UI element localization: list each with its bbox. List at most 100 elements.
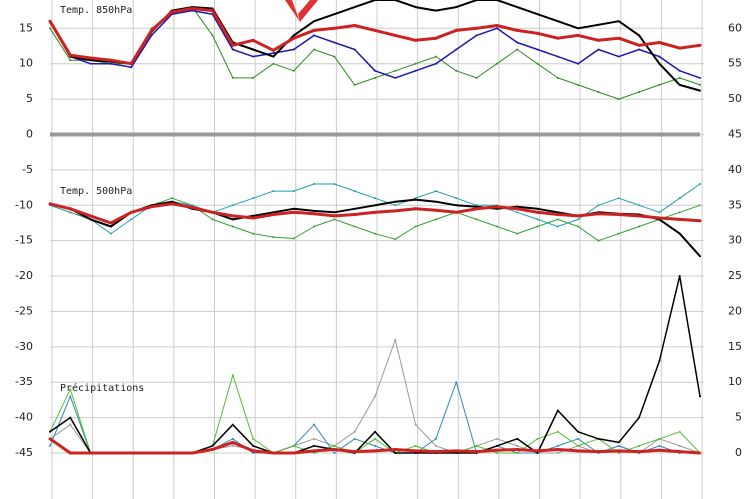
series-lines [48,0,702,455]
point [374,395,376,398]
y2-tick-label: 40 [728,163,742,176]
point [434,9,437,12]
point [271,212,275,216]
point [434,190,437,193]
point [434,62,437,65]
point [333,183,336,186]
point [516,451,519,454]
point [170,10,174,14]
point [455,6,458,9]
point [556,409,559,412]
point [48,437,52,441]
point [292,237,295,240]
y-tick-label: -5 [22,163,33,176]
point [48,202,52,206]
point [211,210,214,214]
point [414,444,417,447]
point [333,13,336,16]
point [536,218,539,221]
point [577,218,580,221]
y-tick-label: -45 [15,446,33,459]
point [231,214,235,218]
point [475,207,479,211]
point [109,232,112,235]
point [577,444,580,447]
series-line [49,9,701,79]
point [251,449,255,453]
point [190,6,194,10]
point [252,197,255,200]
point [638,34,641,37]
point [638,444,641,447]
point [353,190,356,193]
point [170,200,173,203]
series-line [49,374,701,454]
point [231,440,235,444]
point [394,69,397,72]
point [129,451,133,455]
point [313,183,316,186]
point [678,69,681,72]
y-tick-label: 0 [26,127,33,140]
point [577,437,580,440]
point [231,423,234,426]
point [292,48,295,51]
point [556,76,559,79]
y2-tick-label: 50 [728,92,742,105]
point [475,218,478,221]
point [699,83,701,86]
point [637,450,641,454]
y2-tick-label: 30 [728,234,742,247]
point [454,28,458,32]
point [333,211,336,214]
point [455,381,458,384]
point [658,55,661,58]
point [596,212,600,216]
point [130,218,133,221]
point [678,232,681,235]
point [638,48,641,51]
point [658,444,661,447]
point [495,444,498,447]
point [353,212,357,216]
point [252,451,255,454]
point [394,451,397,454]
point [170,451,174,455]
point [556,20,559,23]
y2-tick-label: 0 [735,446,742,459]
point [313,20,316,23]
point [333,451,336,454]
point [69,388,72,391]
point [597,48,600,51]
point [313,34,316,37]
point [536,207,539,210]
marker-icon [285,0,300,22]
point [292,207,295,210]
point [495,448,499,452]
point [454,210,458,214]
point [516,48,519,51]
point [89,56,93,60]
series-line [49,6,701,100]
point [129,210,133,214]
y2-tick-label: 45 [728,127,742,140]
y-tick-label: 10 [19,57,33,70]
point [89,451,93,455]
point [699,76,701,79]
point [271,48,275,52]
point [333,55,336,58]
point [658,359,661,362]
point [374,76,376,79]
point [292,34,295,37]
point [292,451,296,455]
point [393,209,397,213]
point [272,236,275,239]
point [516,205,519,208]
point [495,207,498,210]
y-tick-label: -30 [15,340,33,353]
point [231,444,234,447]
point [699,183,701,186]
point [374,0,376,1]
y2-tick-label: 35 [728,198,742,211]
series-line [49,275,701,454]
